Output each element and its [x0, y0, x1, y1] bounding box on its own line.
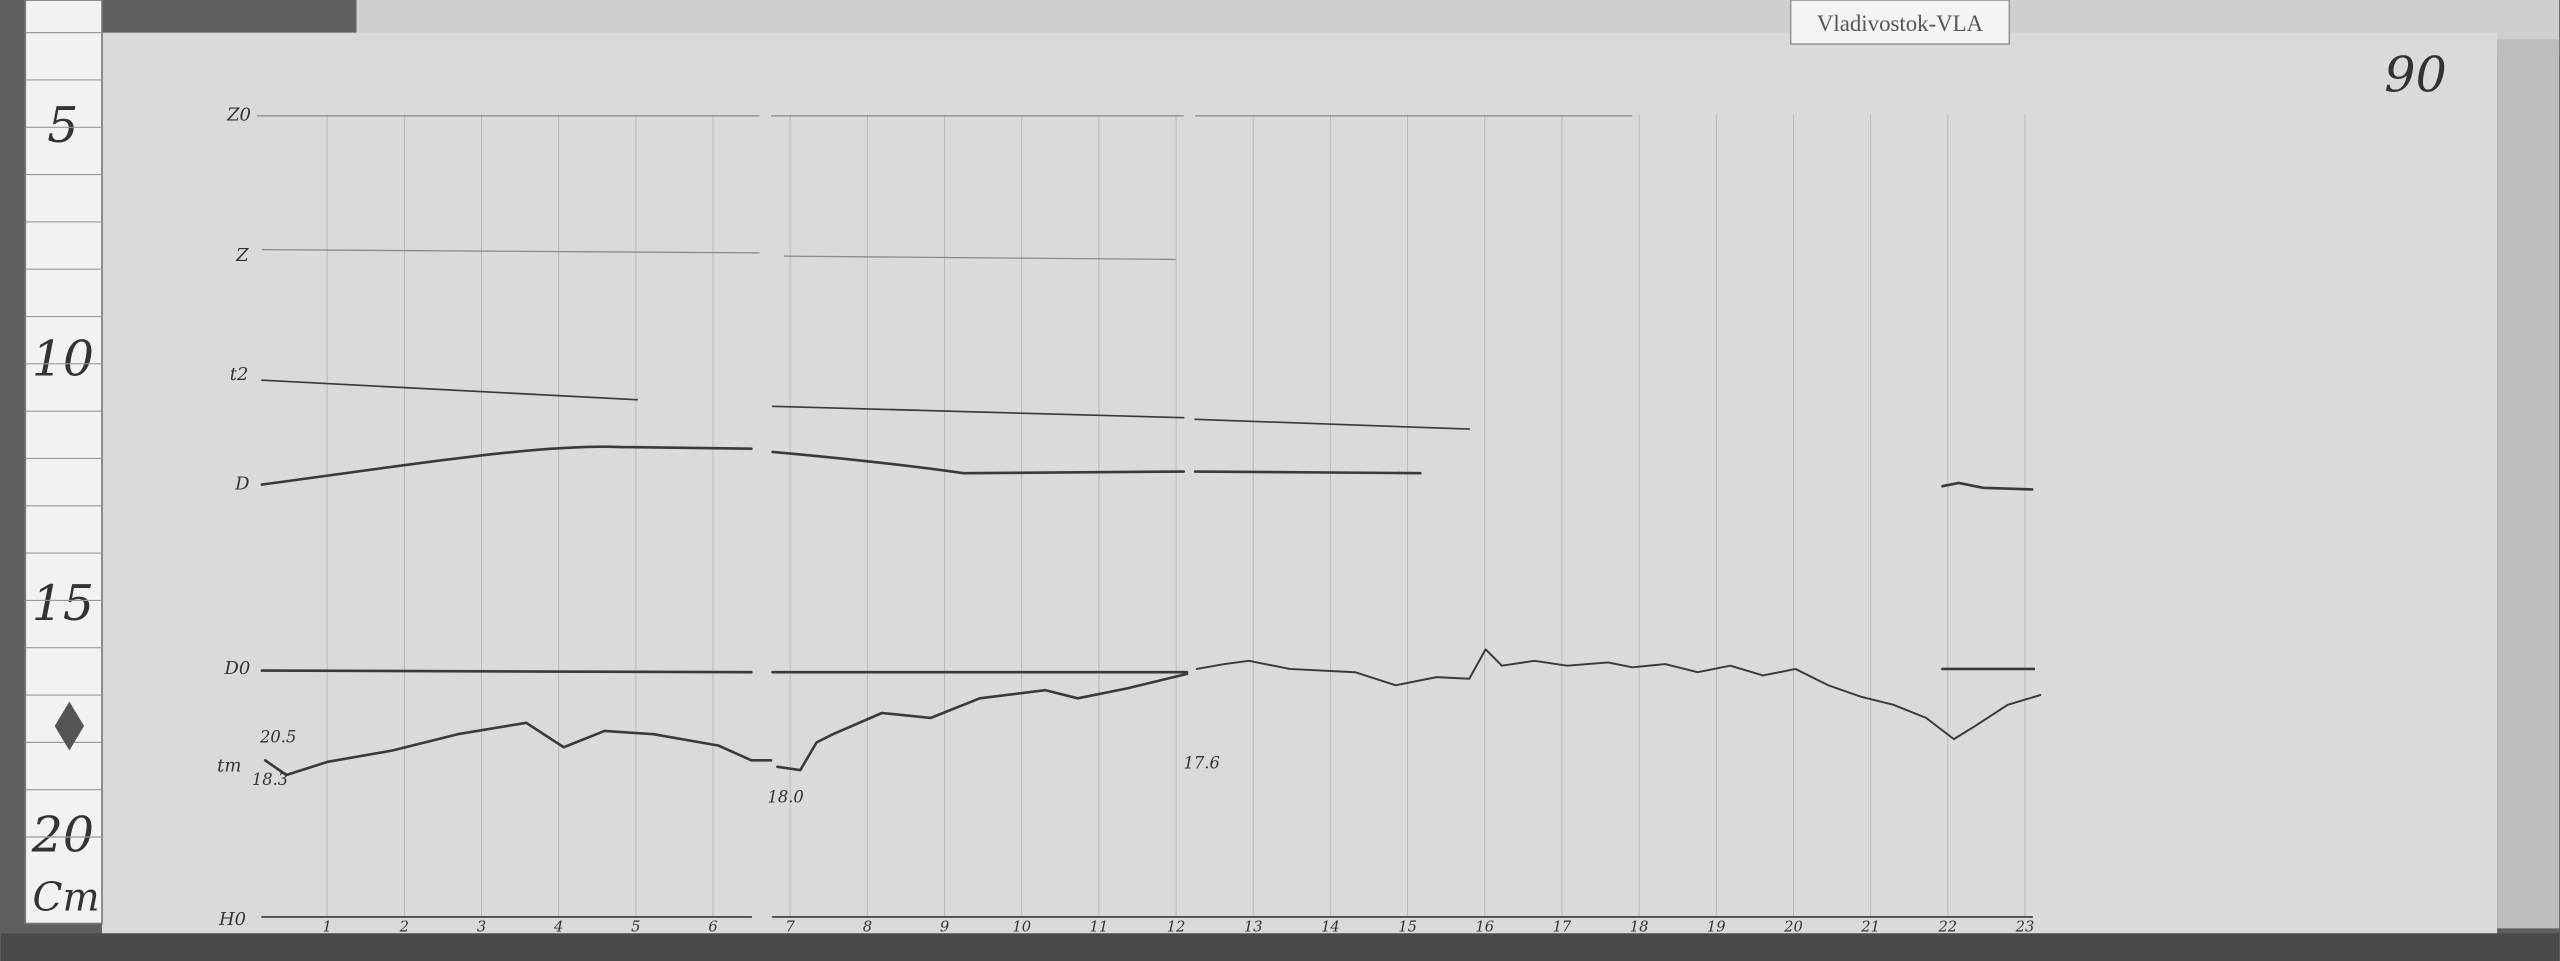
- hour-label: 13: [1244, 919, 1263, 936]
- paper: [102, 32, 2498, 935]
- ruler-number: 10: [32, 330, 94, 387]
- trace-label: H0: [218, 909, 246, 930]
- hour-label: 5: [631, 919, 640, 936]
- trace-label: t2: [230, 364, 249, 385]
- hour-label: 21: [1860, 919, 1880, 936]
- hour-label: 12: [1167, 919, 1186, 936]
- hour-label: 20: [1783, 919, 1803, 936]
- hour-label: 6: [708, 919, 717, 936]
- hour-label: 10: [1012, 919, 1031, 936]
- hour-label: 15: [1398, 919, 1417, 936]
- label-box: [1789, 0, 2011, 45]
- annotation: 18.3: [252, 770, 288, 789]
- hour-labels: 1 2 3 4 5 6 7 8 9 10 11 12 13 14 15 16 17 18 19 20 21 22 23: [322, 919, 2034, 936]
- tm-trace: [263, 672, 1189, 777]
- page-number: 90: [2384, 46, 2446, 103]
- annotation: 20.5: [259, 727, 296, 746]
- d0-baseline: [260, 667, 2036, 674]
- trace-label: D0: [224, 658, 251, 679]
- trace-labels: Z0 Zt2 D D0 tm H0: [217, 105, 251, 930]
- d-trace: [260, 445, 2034, 491]
- ruler-unit: Cm: [33, 875, 100, 920]
- paper-edge: [2497, 39, 2560, 929]
- hour-label: 14: [1321, 919, 1340, 936]
- hour-grid: [326, 114, 2026, 917]
- hour-label: 18: [1630, 919, 1649, 936]
- annotation: 17.6: [1184, 753, 1220, 772]
- annotation: 18.0: [767, 788, 803, 807]
- station-label: Vladivostok-VLA: [1817, 11, 1984, 36]
- hour-label: 22: [1937, 919, 1957, 936]
- hour-label: 4: [553, 919, 563, 936]
- ruler: [24, 0, 103, 925]
- z-trace: [261, 248, 1176, 261]
- hour-label: 9: [940, 919, 949, 936]
- ruler-number: 5: [47, 97, 78, 154]
- hour-label: 17: [1553, 919, 1572, 936]
- ruler-ticks: 5 10 15 20 Cm: [25, 32, 102, 920]
- trace-label: D: [234, 473, 249, 494]
- ruler-number: 15: [32, 575, 94, 632]
- hour-label: 1: [322, 919, 331, 936]
- hour-label: 16: [1475, 919, 1494, 936]
- hour-label: 8: [863, 919, 872, 936]
- hour-label: 7: [786, 919, 796, 936]
- t2-trace: [261, 379, 1471, 430]
- annotations: 20.5 18.3 18.0 17.6: [252, 727, 1220, 806]
- h-trace: [1195, 648, 2042, 741]
- trace-label: Z: [235, 245, 249, 266]
- hour-label: 2: [399, 919, 409, 936]
- bottom-edge: [0, 933, 2560, 961]
- ruler-marker: [54, 701, 85, 751]
- trace-label: Z0: [226, 105, 251, 126]
- hour-label: 3: [477, 919, 486, 936]
- hour-label: 11: [1090, 919, 1109, 936]
- ruler-number: 20: [31, 807, 94, 864]
- hour-label: 23: [2015, 919, 2035, 936]
- trace-label: tm: [217, 756, 241, 777]
- hour-label: 19: [1707, 919, 1726, 936]
